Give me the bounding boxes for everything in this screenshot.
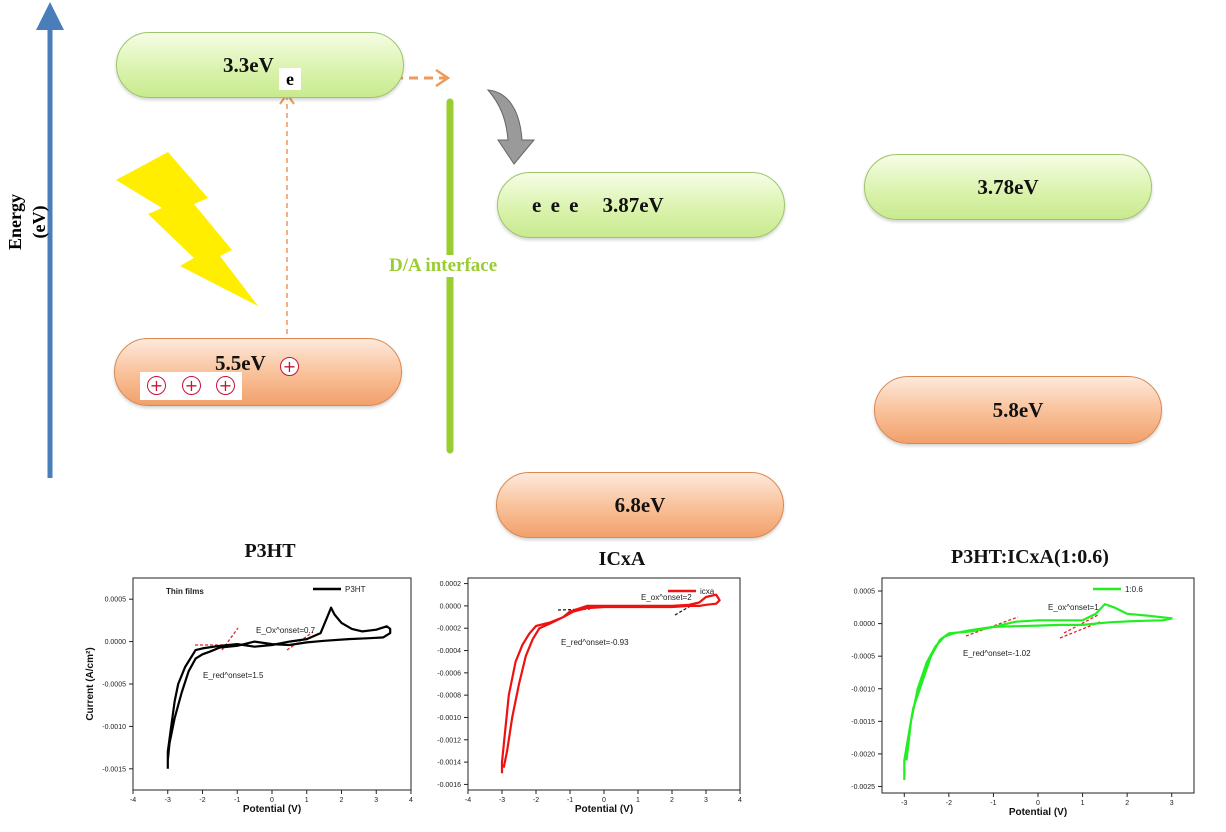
y-tick-label: -0.0010	[851, 686, 875, 693]
y-tick-label: -0.0010	[102, 724, 126, 731]
chart-annotation: E_Ox^onset=0.7	[256, 626, 316, 635]
chart-annotation: E_red^onset=-1.02	[963, 649, 1031, 658]
acceptor-homo-value: 6.8eV	[614, 492, 666, 517]
donor-lumo-value: 3.3eV	[223, 52, 274, 77]
onset-tangent-line	[674, 603, 695, 616]
x-tick-label: 1	[636, 797, 640, 804]
blend-lumo-level: 3.78eV	[864, 154, 1152, 220]
y-tick-label: -0.0005	[102, 682, 126, 689]
y-axis-label: Current (A/cm²)	[85, 647, 96, 720]
lightning-icon	[116, 152, 258, 306]
y-tick-label: -0.0016	[437, 782, 461, 789]
cv-series-line	[166, 606, 392, 769]
charge-transfer-curved-arrow	[486, 89, 536, 165]
x-tick-label: -3	[499, 797, 505, 804]
y-tick-label: 0.0002	[440, 581, 462, 588]
x-tick-label: -4	[130, 797, 136, 804]
panel-title-icxa: ICxA	[598, 548, 646, 570]
chart-annotation: E_red^onset=1.5	[203, 671, 264, 680]
y-tick-label: -0.0015	[102, 766, 126, 773]
blend-homo-level: 5.8eV	[874, 376, 1162, 444]
cv-series-line	[500, 593, 721, 774]
y-tick-label: 0.0005	[105, 597, 127, 604]
chart-annotation: E_ox^onset=1	[1048, 603, 1099, 612]
x-axis-label: Potential (V)	[1009, 807, 1067, 818]
panel-title-blend: P3HT:ICxA(1:0.6)	[951, 546, 1109, 568]
y-tick-label: -0.0020	[851, 751, 875, 758]
energy-axis-arrowhead	[36, 2, 64, 30]
panel-title-p3ht: P3HT	[244, 540, 296, 562]
onset-tangent-line	[221, 627, 239, 651]
hole-icon: +	[147, 376, 166, 395]
y-tick-label: -0.0006	[437, 670, 461, 677]
electron-transfer-arrowhead	[435, 68, 451, 88]
y-tick-label: 0.0000	[105, 639, 127, 646]
donor-homo-value: 5.5eV	[215, 351, 266, 375]
x-tick-label: 2	[670, 797, 674, 804]
legend-label: 1:0.6	[1125, 585, 1143, 594]
x-tick-label: 2	[1125, 800, 1129, 807]
cv-plot-icxa: -4 -3 -2 -1 0 1 2 3 4 0.0002 0.0000 -0.0002 -0.0004 -…	[437, 577, 742, 815]
hole-icon: +	[216, 376, 235, 395]
chart-annotation: E_ox^onset=2	[641, 593, 692, 602]
y-tick-label: -0.0010	[437, 715, 461, 722]
x-tick-label: -1	[234, 797, 240, 804]
cv-plot-p3ht: -4 -3 -2 -1 0 1 2 3 4 0.0005 0.0000 -0.0005 -0.0010 -…	[85, 577, 413, 815]
x-tick-label: -3	[165, 797, 171, 804]
y-tick-label: -0.0004	[437, 648, 461, 655]
x-tick-label: 3	[704, 797, 708, 804]
onset-tangent-line	[1063, 614, 1099, 634]
chart-annotation: E_red^onset=-0.93	[561, 638, 629, 647]
x-tick-label: 3	[1170, 800, 1174, 807]
x-axis-label: Potential (V)	[243, 804, 301, 815]
blend-lumo-value: 3.78eV	[977, 174, 1039, 199]
x-tick-label: 4	[738, 797, 742, 804]
x-tick-label: 3	[374, 797, 378, 804]
x-tick-label: -4	[465, 797, 471, 804]
x-tick-label: -2	[533, 797, 539, 804]
x-tick-label: -2	[946, 800, 952, 807]
acceptor-lumo-value: 3.87eV	[602, 192, 664, 217]
y-tick-label: -0.0014	[437, 760, 461, 767]
y-tick-label: -0.0002	[437, 626, 461, 633]
x-tick-label: -3	[901, 800, 907, 807]
hole-icon: +	[280, 357, 299, 376]
x-tick-label: 1	[305, 797, 309, 804]
acceptor-homo-level: 6.8eV	[496, 472, 784, 538]
y-tick-label: 0.0000	[854, 621, 876, 628]
da-interface-label: D/A interface	[387, 255, 500, 277]
y-tick-label: -0.0025	[851, 784, 875, 791]
x-tick-label: 0	[1036, 800, 1040, 807]
y-tick-label: -0.0005	[851, 654, 875, 661]
chart-annotation: Thin films	[166, 587, 204, 596]
plot-frame	[132, 577, 412, 791]
x-tick-label: 4	[409, 797, 413, 804]
y-tick-label: -0.0008	[437, 693, 461, 700]
electron-symbol: e	[279, 68, 301, 90]
x-tick-label: -1	[990, 800, 996, 807]
y-tick-label: -0.0015	[851, 719, 875, 726]
x-axis-label: Potential (V)	[575, 804, 633, 815]
legend-label: icxa	[700, 587, 715, 596]
y-tick-label: -0.0012	[437, 737, 461, 744]
x-tick-label: -1	[567, 797, 573, 804]
x-tick-label: 2	[340, 797, 344, 804]
x-tick-label: 0	[602, 797, 606, 804]
plot-frame	[467, 577, 741, 791]
blend-homo-value: 5.8eV	[992, 397, 1044, 422]
donor-lumo-level: 3.3eV	[116, 32, 404, 98]
x-tick-label: 1	[1081, 800, 1085, 807]
y-tick-label: 0.0000	[440, 603, 462, 610]
x-tick-label: -2	[199, 797, 205, 804]
plot-frame	[881, 577, 1195, 794]
electron-row: e e e	[532, 192, 581, 217]
legend-label: P3HT	[345, 585, 366, 594]
hole-icon: +	[182, 376, 201, 395]
y-tick-label: 0.0005	[854, 589, 876, 596]
cv-plot-blend: -3 -2 -1 0 1 2 3 0.0005 0.0000 -0.0005 -0.0010 -0.0…	[851, 577, 1195, 818]
cv-series-line	[903, 602, 1173, 780]
x-tick-label: 0	[270, 797, 274, 804]
acceptor-lumo-level: e e e 3.87eV	[497, 172, 785, 238]
